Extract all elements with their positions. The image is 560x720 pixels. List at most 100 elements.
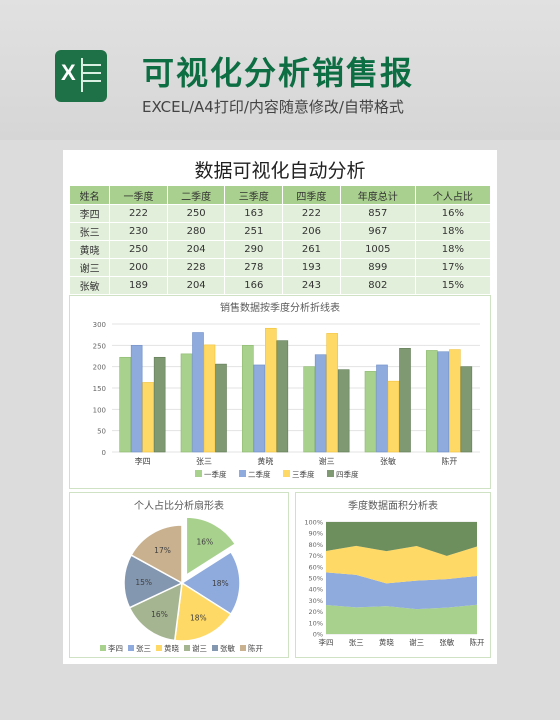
bar-一季度: [303, 366, 315, 453]
sheet-title: 数据可视化自动分析: [194, 160, 366, 182]
page-subtitle: EXCEL/A4打印/内容随意修改/自带格式: [142, 98, 404, 116]
bar-一季度: [242, 345, 254, 453]
legend-swatch: [100, 645, 106, 651]
legend-label: 张敏: [220, 643, 235, 653]
legend-swatch: [184, 645, 190, 651]
bar-二季度: [130, 345, 143, 453]
table-cell[interactable]: 230: [109, 222, 168, 241]
table-cell[interactable]: 228: [166, 258, 226, 277]
table-cell[interactable]: 黄晓: [68, 240, 111, 259]
table-header-cell: 个人占比: [414, 185, 492, 205]
table-cell[interactable]: 278: [224, 258, 284, 277]
x-tick-label: 谢三: [319, 456, 335, 466]
table-cell[interactable]: 15%: [414, 276, 492, 295]
table-header-cell: 二季度: [166, 185, 226, 205]
y-tick-label: 70%: [309, 552, 323, 560]
table-cell[interactable]: 200: [109, 258, 168, 277]
bar-三季度: [142, 382, 154, 453]
table-cell[interactable]: 250: [166, 204, 226, 223]
x-tick-label: 黄晓: [257, 456, 273, 466]
y-tick-label: 50: [97, 428, 106, 436]
y-tick-label: 80%: [309, 541, 323, 549]
table-cell[interactable]: 802: [339, 276, 416, 295]
table-cell[interactable]: 166: [224, 276, 284, 295]
table-row: 谢三 200 228 278 193 899 17%: [68, 258, 492, 277]
pie-slice-陈开: [130, 524, 183, 585]
x-tick-label: 张三: [349, 638, 364, 647]
table-cell[interactable]: 250: [109, 240, 168, 259]
legend-swatch: [240, 645, 246, 651]
table-header-row: 姓名 一季度 二季度 三季度 四季度 年度总计 个人占比: [68, 185, 492, 205]
legend-swatch: [283, 470, 290, 477]
pie-slice-张三: [180, 550, 241, 616]
table-cell[interactable]: 251: [224, 222, 284, 241]
table-cell[interactable]: 张三: [68, 222, 111, 241]
bar-三季度: [203, 344, 216, 453]
y-tick-label: 250: [93, 342, 106, 350]
bar-二季度: [437, 351, 450, 453]
table-cell[interactable]: 206: [282, 222, 341, 241]
table-cell[interactable]: 张敏: [68, 276, 111, 295]
table-cell[interactable]: 967: [339, 222, 416, 241]
bar-三季度: [326, 333, 338, 453]
x-tick-label: 张三: [196, 457, 212, 466]
bar-三季度: [449, 349, 461, 453]
table-cell[interactable]: 1005: [339, 240, 416, 259]
area-series-3: [326, 545, 477, 584]
table-cell[interactable]: 李四: [68, 204, 111, 223]
y-tick-label: 150: [93, 385, 106, 393]
x-tick-label: 张敏: [380, 456, 396, 466]
y-tick-label: 0%: [313, 631, 323, 639]
pie-slice-谢三: [128, 581, 183, 642]
y-tick-label: 60%: [309, 563, 323, 571]
bar-四季度: [215, 363, 227, 453]
area-series-2: [326, 572, 477, 610]
table-cell[interactable]: 899: [339, 258, 416, 277]
table-header-cell: 一季度: [109, 185, 168, 205]
table-cell[interactable]: 204: [166, 240, 226, 259]
table-cell[interactable]: 280: [166, 222, 226, 241]
pie-data-label: 15%: [135, 578, 152, 587]
legend-label: 陈开: [248, 643, 263, 653]
bar-chart: 销售数据按季度分析折线表 0 50 100 150 200 250 300 李四 张三 黄晓 谢三 张敏…: [93, 301, 480, 479]
pie-chart: 个人占比分析扇形表 16% 18% 18% 16% 15% 17% 李四 张三 黄晓 谢三 张敏 陈开: [100, 499, 263, 653]
table-cell[interactable]: 222: [282, 204, 341, 223]
table-cell[interactable]: 16%: [414, 204, 492, 223]
table-cell[interactable]: 290: [224, 240, 284, 259]
table-cell[interactable]: 204: [166, 276, 226, 295]
bar-四季度: [153, 356, 166, 453]
bar-二季度: [314, 354, 327, 453]
x-tick-label: 陈开: [470, 637, 485, 647]
area-chart: 季度数据面积分析表 0% 10% 20% 30% 40% 50% 60% 70% 80% 90% 10…: [304, 499, 485, 647]
pie-data-label: 16%: [151, 610, 168, 619]
bar-二季度: [253, 364, 266, 453]
table-cell[interactable]: 222: [109, 204, 168, 223]
table-cell[interactable]: 17%: [414, 258, 492, 277]
table-cell[interactable]: 857: [339, 204, 416, 223]
pie-slice-张敏: [123, 554, 184, 609]
table-row: 黄晓 250 204 290 261 1005 18%: [68, 240, 492, 259]
table-cell[interactable]: 18%: [414, 240, 492, 259]
y-tick-label: 20%: [309, 608, 323, 616]
x-tick-label: 张敏: [439, 637, 454, 647]
x-tick-label: 李四: [319, 637, 334, 647]
table-cell[interactable]: 243: [282, 276, 341, 295]
pie-slice-李四: [185, 516, 237, 577]
worksheet-preview: 数据可视化自动分析 姓名 一季度 二季度 三季度 四季度 年度总计 个人占比 李四 222 25…: [63, 150, 497, 664]
table-cell[interactable]: 193: [282, 258, 341, 277]
bar-一季度: [364, 371, 377, 453]
y-tick-label: 50%: [309, 575, 323, 583]
bar-一季度: [119, 356, 131, 453]
table-cell[interactable]: 261: [282, 240, 341, 259]
y-tick-label: 200: [93, 364, 106, 372]
bar-四季度: [337, 369, 350, 453]
sales-table: 姓名 一季度 二季度 三季度 四季度 年度总计 个人占比 李四 222 250 163 222 857…: [68, 185, 492, 313]
bar-四季度: [276, 340, 289, 453]
table-cell[interactable]: 163: [224, 204, 284, 223]
bar-三季度: [265, 327, 277, 453]
table-cell[interactable]: 18%: [414, 222, 492, 241]
table-cell[interactable]: 谢三: [68, 258, 111, 277]
table-cell[interactable]: 189: [109, 276, 168, 295]
bar-四季度: [399, 348, 411, 453]
legend-swatch: [327, 470, 334, 477]
